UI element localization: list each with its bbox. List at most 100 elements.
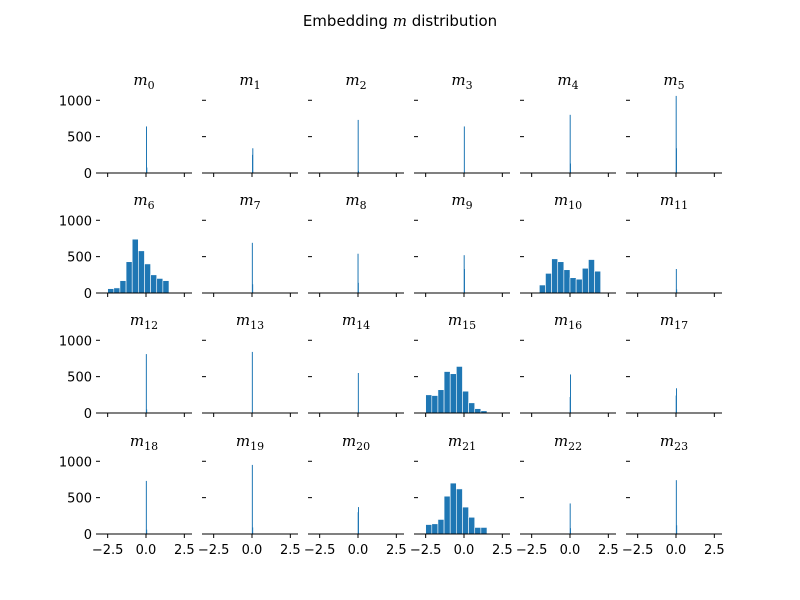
- panel-title: m13: [236, 311, 264, 332]
- histogram-bar: [138, 250, 145, 294]
- panel-title-var: m: [239, 71, 253, 89]
- histogram-bar: [570, 163, 571, 173]
- x-tick-label: −2.5: [304, 543, 336, 558]
- panel-title-subscript: 0: [148, 79, 155, 92]
- x-tick-label: 0.0: [242, 543, 263, 558]
- subplot-m20: −2.5 0.0 2.5 m20: [304, 432, 407, 558]
- subplot-m4: m4: [520, 71, 616, 177]
- panel-title-subscript: 23: [674, 440, 688, 453]
- y-tick-label: 0: [84, 528, 92, 543]
- panel-title-subscript: 8: [360, 199, 367, 212]
- panel-title-var: m: [130, 311, 144, 329]
- panel-title: m0: [133, 71, 154, 92]
- histogram-bar: [146, 167, 148, 173]
- histogram-bar: [676, 388, 677, 413]
- histogram-bar: [563, 269, 571, 294]
- panel-title-var: m: [133, 71, 147, 89]
- panel-title-var: m: [448, 311, 462, 329]
- panel-title-var: m: [236, 311, 250, 329]
- histogram-bar: [425, 524, 433, 535]
- subplot-m3: m3: [414, 71, 510, 177]
- histogram-bar: [474, 527, 482, 535]
- y-tick-label: 500: [67, 371, 92, 386]
- histogram-bar: [357, 253, 359, 293]
- histogram-bar: [588, 259, 595, 294]
- panel-title-subscript: 16: [568, 319, 582, 332]
- histogram-bar: [437, 519, 445, 535]
- histogram-bar: [357, 119, 359, 173]
- histogram-bar: [146, 409, 148, 413]
- panel-title-var: m: [342, 311, 356, 329]
- x-tick-label: 0.0: [454, 543, 475, 558]
- histogram-bar: [539, 284, 546, 294]
- histogram-bar: [145, 480, 147, 534]
- panel-title-subscript: 14: [356, 319, 370, 332]
- subplot-m1: m1: [202, 71, 298, 177]
- panel-title: m22: [554, 432, 582, 453]
- subplot-m7: m7: [202, 191, 298, 297]
- panel-title-subscript: 11: [674, 199, 688, 212]
- x-tick-label: 2.5: [174, 543, 195, 558]
- y-tick-label: 500: [67, 251, 92, 266]
- histogram-bar: [443, 495, 451, 535]
- subplot-m15: m15: [414, 311, 510, 417]
- histogram-bar: [357, 282, 359, 293]
- histogram-bar: [675, 480, 677, 534]
- subplot-m19: −2.5 0.0 2.5 m19: [198, 432, 301, 558]
- histogram-bar: [107, 288, 115, 294]
- panel-title: m7: [239, 191, 260, 212]
- panel-title: m11: [660, 191, 688, 212]
- histogram-bar: [557, 261, 565, 294]
- histogram-bar: [162, 280, 170, 294]
- panel-title-var: m: [345, 71, 359, 89]
- subplot-m10: m10: [520, 191, 616, 297]
- panel-title-subscript: 18: [144, 440, 158, 453]
- panel-title-var: m: [342, 432, 356, 450]
- panel-title-var: m: [451, 71, 465, 89]
- histogram-bar: [462, 390, 469, 414]
- y-tick-label: 1000: [59, 94, 92, 109]
- subplot-m17: m17: [626, 311, 722, 417]
- panel-title-subscript: 10: [568, 199, 582, 212]
- histogram-bar: [150, 274, 158, 294]
- panel-title: m1: [239, 71, 260, 92]
- panel-title-subscript: 4: [572, 79, 579, 92]
- histogram-bar: [437, 389, 445, 414]
- subplot-m9: m9: [414, 191, 510, 297]
- x-tick-label: −2.5: [516, 543, 548, 558]
- histogram-bar: [251, 242, 253, 293]
- panel-title: m3: [451, 71, 472, 92]
- histogram-bar: [462, 506, 469, 535]
- panel-title-subscript: 15: [462, 319, 476, 332]
- histogram-bar: [675, 269, 677, 293]
- panel-title-subscript: 20: [356, 440, 370, 453]
- panel-title-subscript: 22: [568, 440, 582, 453]
- histogram-bar: [131, 238, 139, 294]
- subplot-m11: m11: [626, 191, 722, 297]
- panel-title-var: m: [554, 432, 568, 450]
- x-tick-label: 0.0: [560, 543, 581, 558]
- panel-title: m23: [660, 432, 688, 453]
- panel-title: m5: [663, 71, 684, 92]
- figure-title-suffix: distribution: [407, 12, 497, 30]
- x-tick-label: 2.5: [280, 543, 301, 558]
- panel-title-subscript: 21: [462, 440, 476, 453]
- y-tick-label: 0: [84, 287, 92, 302]
- histogram-bar: [252, 527, 254, 534]
- subplot-m13: m13: [202, 311, 298, 417]
- histogram-bar: [443, 371, 451, 414]
- y-tick-label: 1000: [59, 334, 92, 349]
- panel-title-subscript: 9: [466, 199, 473, 212]
- x-tick-label: 0.0: [666, 543, 687, 558]
- histogram-bar: [676, 148, 677, 173]
- panel-title-var: m: [448, 432, 462, 450]
- subplot-m14: m14: [308, 311, 404, 417]
- histogram-bar: [463, 126, 465, 173]
- histogram-bar: [480, 527, 488, 535]
- panel-title: m14: [342, 311, 370, 332]
- subplot-m12: 0 500 1000 m12: [59, 311, 192, 422]
- panel-title-subscript: 12: [144, 319, 158, 332]
- panel-title: m8: [345, 191, 366, 212]
- subplot-m8: m8: [308, 191, 404, 297]
